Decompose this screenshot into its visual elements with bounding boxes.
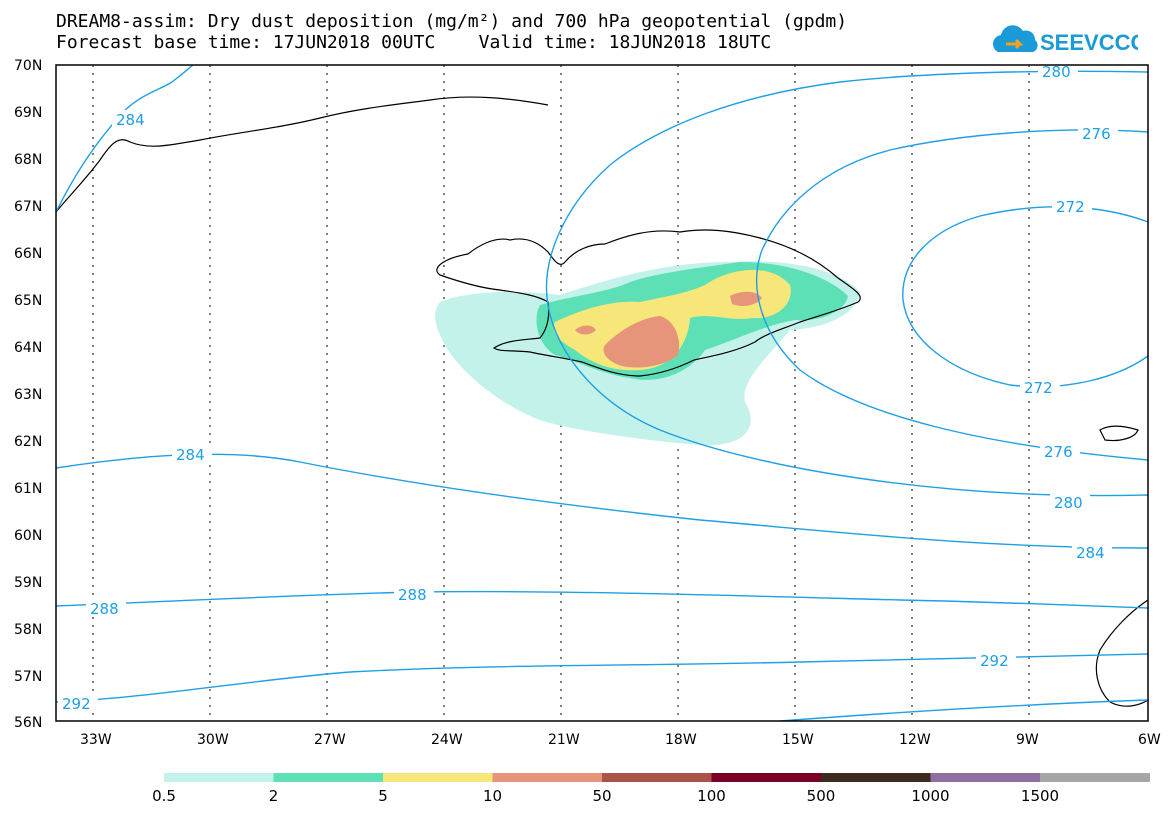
iceland-coastline (436, 229, 861, 377)
color-legend: 0.5 2 5 10 50 100 500 1000 1500 (152, 773, 1150, 805)
legend-swatch (164, 773, 274, 782)
lat-label: 56N (14, 715, 42, 731)
dust-class-10-west (575, 325, 596, 335)
legend-label: 0.5 (152, 787, 176, 805)
lon-label: 15W (782, 732, 814, 748)
contour-288 (56, 590, 1148, 609)
legend-label: 100 (697, 787, 726, 805)
lat-label: 61N (14, 481, 42, 497)
contour-label: 276 (1044, 443, 1073, 461)
legend-labels: 0.5 2 5 10 50 100 500 1000 1500 (152, 787, 1059, 805)
lon-label: 33W (80, 732, 112, 748)
contour-label: 292 (62, 695, 91, 713)
lon-label: 27W (314, 732, 346, 748)
latitude-labels: 70N 69N 68N 67N 66N 65N 64N 63N 62N 61N … (14, 58, 42, 731)
legend-swatch (821, 773, 931, 782)
scotland-coastline (1095, 599, 1148, 707)
seevccc-logo: SEEVCCC (993, 25, 1138, 55)
legend-swatch (711, 773, 822, 782)
legend-swatch (383, 773, 493, 782)
legend-swatch (930, 773, 1041, 782)
legend-swatch (492, 773, 603, 782)
lon-label: 12W (899, 732, 931, 748)
lon-label: 30W (197, 732, 229, 748)
longitude-labels: 33W 30W 27W 24W 21W 18W 15W 12W 9W 6W (80, 732, 1161, 748)
contour-labels: 280 276 272 272 276 280 284 284 284 288 … (58, 63, 1118, 713)
forecast-times: Forecast base time: 17JUN2018 00UTC Vali… (56, 32, 772, 53)
contour-label: 288 (90, 600, 119, 618)
legend-label: 5 (378, 787, 388, 805)
lat-label: 58N (14, 622, 42, 638)
contour-292-se (779, 699, 1148, 721)
lat-label: 70N (14, 58, 42, 74)
contour-276 (755, 129, 1148, 461)
contour-label: 272 (1024, 379, 1053, 397)
map-plot: 280 276 272 272 276 280 284 284 284 288 … (14, 58, 1161, 748)
contour-label: 276 (1082, 125, 1111, 143)
lat-label: 64N (14, 340, 42, 356)
legend-label: 2 (269, 787, 279, 805)
legend-label: 10 (483, 787, 502, 805)
legend-swatch (1040, 773, 1150, 782)
lat-label: 68N (14, 152, 42, 168)
lat-label: 67N (14, 199, 42, 215)
lon-label: 18W (665, 732, 697, 748)
lat-label: 59N (14, 575, 42, 591)
lat-label: 57N (14, 669, 42, 685)
lon-label: 21W (548, 732, 580, 748)
dust-deposition-shading (435, 261, 860, 446)
contour-label: 280 (1054, 494, 1083, 512)
contour-label: 292 (980, 652, 1009, 670)
greenland-coastline (56, 96, 549, 213)
legend-label: 50 (592, 787, 611, 805)
contour-284-nw (56, 65, 194, 213)
coastlines (56, 96, 1148, 707)
dust-class-10 (603, 316, 680, 368)
legend-swatch (602, 773, 712, 782)
lat-label: 60N (14, 528, 42, 544)
lat-label: 63N (14, 387, 42, 403)
contour-label: 284 (176, 446, 205, 464)
faroe-islands (1099, 425, 1139, 442)
lon-label: 6W (1138, 732, 1161, 748)
contour-272 (902, 206, 1148, 388)
cloud-arrow-icon (993, 25, 1038, 52)
legend-swatches (164, 773, 1150, 782)
lat-label: 66N (14, 246, 42, 262)
contour-label: 288 (398, 586, 427, 604)
contour-label: 284 (1076, 544, 1105, 562)
contour-label: 272 (1056, 198, 1085, 216)
lon-label: 24W (431, 732, 463, 748)
lon-label: 9W (1016, 732, 1039, 748)
contour-label: 280 (1042, 63, 1071, 81)
lat-label: 62N (14, 434, 42, 450)
legend-swatch (273, 773, 384, 782)
contour-label: 284 (116, 111, 145, 129)
legend-label: 1500 (1021, 787, 1059, 805)
legend-label: 1000 (911, 787, 949, 805)
chart-title: DREAM8-assim: Dry dust deposition (mg/m²… (56, 11, 848, 32)
logo-text: SEEVCCC (1040, 30, 1138, 55)
dust-class-10-east (730, 291, 762, 306)
contour-284 (56, 453, 1148, 549)
lat-label: 69N (14, 105, 42, 121)
lat-label: 65N (14, 293, 42, 309)
map-frame (55, 64, 1149, 722)
legend-label: 500 (807, 787, 836, 805)
contour-280 (545, 70, 1148, 497)
